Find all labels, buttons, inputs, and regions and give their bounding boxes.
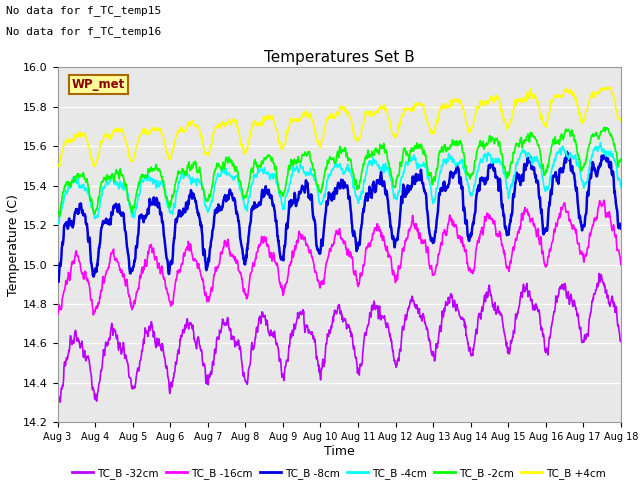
- Title: Temperatures Set B: Temperatures Set B: [264, 49, 415, 65]
- Legend: TC_B -32cm, TC_B -16cm, TC_B -8cm, TC_B -4cm, TC_B -2cm, TC_B +4cm: TC_B -32cm, TC_B -16cm, TC_B -8cm, TC_B …: [68, 464, 611, 480]
- Y-axis label: Temperature (C): Temperature (C): [7, 194, 20, 296]
- Text: No data for f_TC_temp16: No data for f_TC_temp16: [6, 26, 162, 37]
- Text: No data for f_TC_temp15: No data for f_TC_temp15: [6, 5, 162, 16]
- Text: WP_met: WP_met: [72, 78, 125, 91]
- X-axis label: Time: Time: [324, 445, 355, 458]
